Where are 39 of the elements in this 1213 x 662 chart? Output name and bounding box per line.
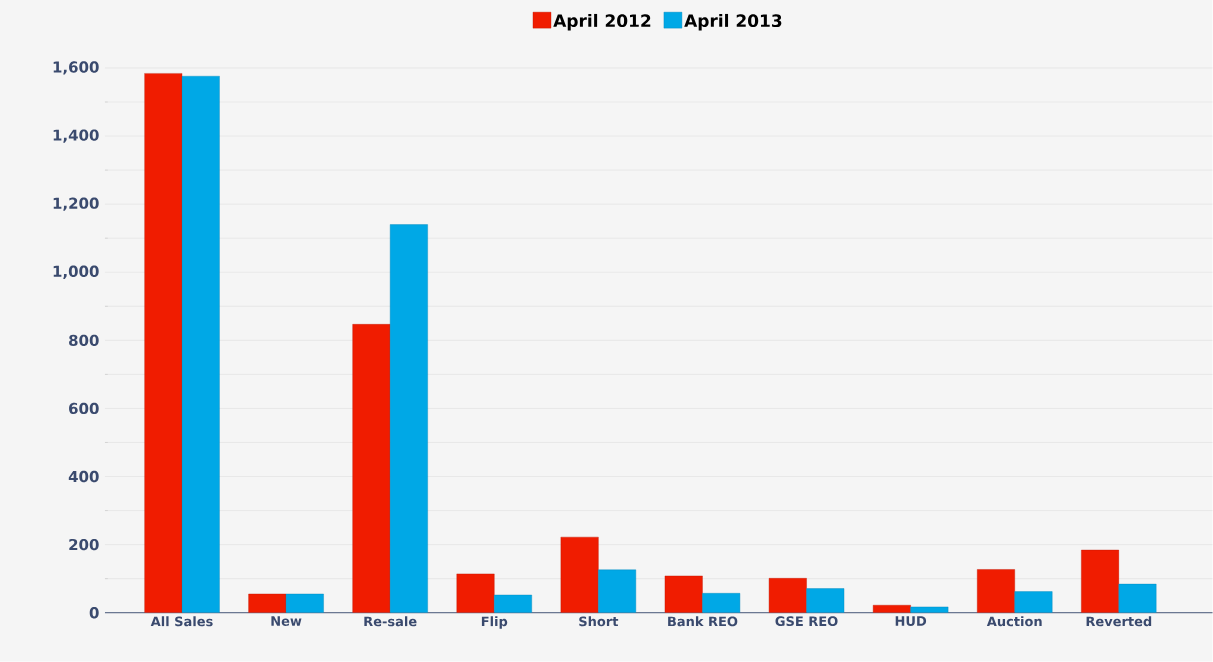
- y-tick-label: 0: [89, 607, 99, 619]
- x-tick-label: Re-sale: [364, 616, 417, 627]
- x-tick-label: Flip: [481, 616, 508, 629]
- bar: [144, 73, 183, 613]
- bar: [768, 578, 807, 613]
- legend-label: April 2012: [553, 14, 651, 31]
- y-tick-label: 800: [69, 334, 99, 347]
- x-tick-label: Bank REO: [668, 616, 738, 627]
- bar: [977, 569, 1015, 613]
- x-tick-label: GSE REO: [775, 616, 838, 627]
- bar: [806, 588, 845, 613]
- bar: [389, 224, 428, 613]
- x-tick-label: HUD: [895, 616, 927, 627]
- bar: [702, 593, 741, 613]
- y-tick-label: 400: [68, 471, 99, 483]
- bar: [664, 575, 703, 613]
- bar: [494, 594, 532, 613]
- legend-label: April 2013: [684, 14, 782, 31]
- y-tick-label: 1,400: [53, 129, 99, 143]
- x-tick-label: Reverted: [1086, 616, 1152, 627]
- bar: [456, 573, 495, 613]
- y-tick-label: 1,000: [53, 265, 99, 280]
- bar: [1118, 584, 1157, 613]
- y-tick-label: 200: [69, 539, 99, 551]
- bar: [598, 569, 637, 613]
- bar: [352, 324, 391, 613]
- x-tick-label: Short: [579, 616, 619, 627]
- y-tick-label: 1,200: [53, 197, 99, 211]
- x-tick-label: New: [271, 616, 302, 627]
- bar: [910, 606, 949, 613]
- bar: [285, 593, 324, 613]
- bar: [1014, 591, 1053, 613]
- bar: [560, 537, 599, 613]
- x-tick-label: Auction: [986, 616, 1042, 627]
- x-tick-label: All Sales: [150, 616, 213, 627]
- bar: [1081, 550, 1120, 613]
- y-tick-label: 1,600: [53, 61, 99, 75]
- y-tick-label: 600: [69, 402, 99, 415]
- bar: [181, 76, 220, 613]
